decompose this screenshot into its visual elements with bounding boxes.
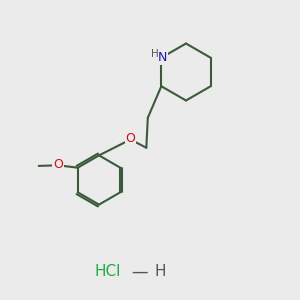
Text: H: H <box>151 49 158 59</box>
Text: —: — <box>131 262 148 280</box>
Text: N: N <box>158 51 167 64</box>
Text: H: H <box>155 264 166 279</box>
Text: HCl: HCl <box>95 264 121 279</box>
Text: O: O <box>53 158 63 171</box>
Text: O: O <box>126 132 135 145</box>
